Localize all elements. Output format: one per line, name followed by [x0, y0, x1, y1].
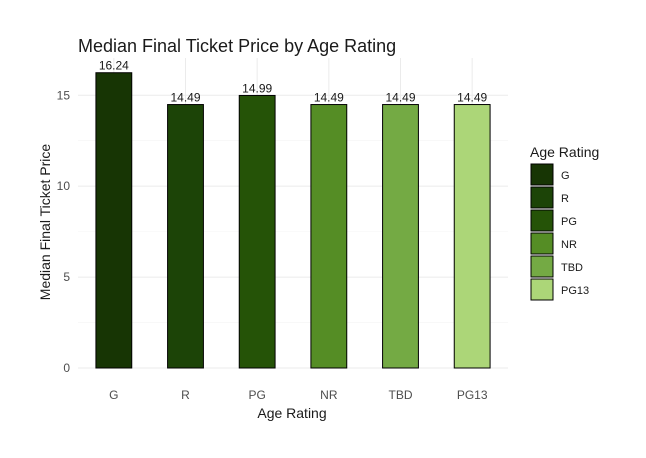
y-axis-ticks: 0 5 10 15	[57, 88, 71, 375]
legend-label: G	[561, 170, 570, 182]
y-tick-label: 15	[57, 88, 71, 102]
x-axis-ticks: G R PG NR TBD PG13	[109, 388, 488, 402]
bar-nr	[310, 104, 348, 369]
data-label: 14.49	[170, 91, 200, 105]
data-label: 14.49	[457, 91, 487, 105]
data-labels: 16.24 14.49 14.99 14.49 14.49 14.49	[99, 59, 488, 105]
x-tick-label: TBD	[389, 388, 413, 402]
bar-tbd	[382, 104, 419, 369]
legend-label: R	[561, 193, 569, 205]
data-label: 14.49	[314, 91, 344, 105]
data-label: 16.24	[99, 59, 129, 73]
chart-title: Median Final Ticket Price by Age Rating	[78, 36, 396, 56]
legend-swatch-tbd	[530, 255, 554, 278]
x-tick-label: NR	[320, 388, 338, 402]
y-axis-title: Median Final Ticket Price	[37, 144, 53, 301]
data-label: 14.99	[242, 81, 272, 95]
grid-lines	[78, 58, 508, 369]
legend-swatch-pg13	[530, 278, 554, 301]
data-label: 14.49	[385, 91, 415, 105]
bar-pg13	[453, 104, 491, 369]
x-tick-label: PG13	[457, 388, 488, 402]
bars	[95, 72, 491, 369]
x-tick-label: G	[109, 388, 118, 402]
legend-items: GR PG NR TBD PG13	[530, 163, 589, 301]
legend-label: NR	[561, 239, 577, 251]
legend-title: Age Rating	[530, 144, 599, 160]
bar-r	[167, 104, 204, 369]
legend-swatch-pg	[530, 209, 554, 232]
x-axis-title: Age Rating	[257, 405, 326, 421]
legend-label: TBD	[561, 262, 583, 274]
legend-swatch-nr	[530, 232, 554, 255]
x-tick-label: R	[181, 388, 190, 402]
legend-swatch-r	[530, 186, 554, 209]
legend: Age Rating GR PG NR TBD PG13	[530, 144, 599, 301]
y-tick-label: 10	[57, 179, 71, 193]
legend-label: PG13	[561, 285, 589, 297]
legend-label: PG	[561, 216, 577, 228]
legend-swatch-g	[530, 163, 554, 186]
bar-pg	[238, 94, 276, 369]
bar-g	[95, 72, 133, 369]
x-tick-label: PG	[248, 388, 265, 402]
y-tick-label: 0	[63, 361, 70, 375]
y-tick-label: 5	[63, 270, 70, 284]
